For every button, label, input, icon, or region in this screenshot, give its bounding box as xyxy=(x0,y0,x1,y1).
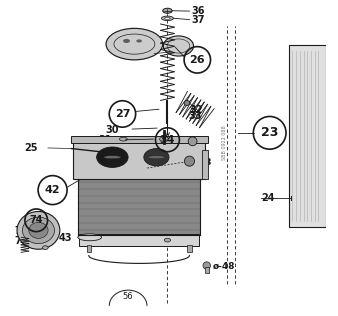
Bar xyxy=(71,136,208,143)
Ellipse shape xyxy=(164,238,171,242)
Ellipse shape xyxy=(160,137,166,141)
Ellipse shape xyxy=(43,246,48,250)
Ellipse shape xyxy=(123,39,130,43)
Text: -35: -35 xyxy=(189,137,206,148)
Text: 25: 25 xyxy=(24,143,38,153)
Ellipse shape xyxy=(104,156,121,159)
Ellipse shape xyxy=(184,100,190,106)
Circle shape xyxy=(203,262,211,269)
Ellipse shape xyxy=(22,217,54,244)
Text: 24: 24 xyxy=(261,193,275,203)
Text: 31: 31 xyxy=(98,135,112,145)
Ellipse shape xyxy=(163,36,194,56)
Bar xyxy=(202,150,208,179)
Text: 30: 30 xyxy=(105,125,119,135)
Ellipse shape xyxy=(17,211,60,249)
Text: SBB 0922 088: SBB 0922 088 xyxy=(221,125,226,160)
Text: 37: 37 xyxy=(192,15,205,25)
Bar xyxy=(205,267,209,273)
Ellipse shape xyxy=(97,147,128,167)
Bar xyxy=(87,246,91,252)
Ellipse shape xyxy=(29,222,48,238)
Polygon shape xyxy=(106,28,160,60)
Ellipse shape xyxy=(119,137,127,141)
Text: 36: 36 xyxy=(192,6,205,16)
Ellipse shape xyxy=(136,40,142,43)
Bar xyxy=(79,234,199,246)
Ellipse shape xyxy=(144,149,169,166)
Ellipse shape xyxy=(165,17,170,19)
Text: 27: 27 xyxy=(115,109,130,119)
Bar xyxy=(78,179,200,235)
Text: 74: 74 xyxy=(29,215,43,225)
Ellipse shape xyxy=(163,8,172,13)
Text: 56: 56 xyxy=(123,292,134,301)
Text: 42: 42 xyxy=(45,185,61,195)
Text: 26: 26 xyxy=(190,55,205,65)
Ellipse shape xyxy=(78,234,101,241)
Text: 75: 75 xyxy=(14,226,28,236)
Text: ø-48: ø-48 xyxy=(213,261,236,270)
Ellipse shape xyxy=(106,28,163,60)
Ellipse shape xyxy=(162,16,173,21)
Bar xyxy=(187,246,192,252)
Text: 76: 76 xyxy=(14,236,28,246)
Bar xyxy=(73,137,205,179)
Text: 43: 43 xyxy=(59,233,72,243)
Text: 23: 23 xyxy=(261,126,279,139)
Bar xyxy=(289,45,326,227)
Circle shape xyxy=(188,137,197,146)
Ellipse shape xyxy=(148,156,165,159)
Text: 32: 32 xyxy=(189,105,203,115)
Text: 33: 33 xyxy=(189,111,202,121)
Text: ø-38: ø-38 xyxy=(190,157,212,166)
Circle shape xyxy=(185,156,194,166)
Text: 34: 34 xyxy=(160,135,175,145)
